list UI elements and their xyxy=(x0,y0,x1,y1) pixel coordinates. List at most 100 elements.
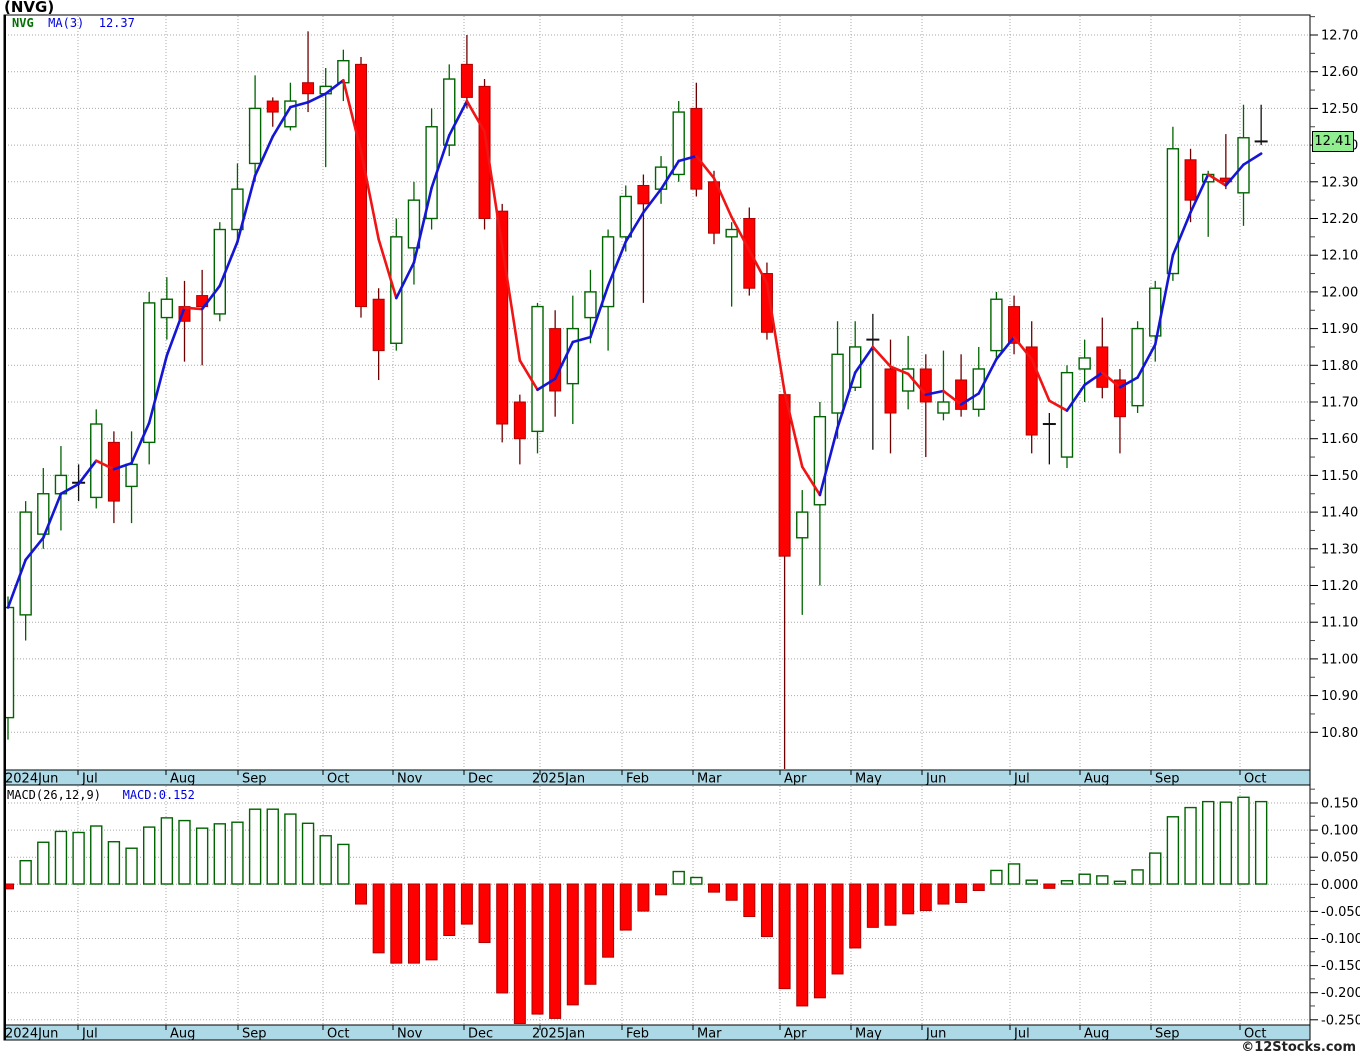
down-candle xyxy=(372,298,385,352)
macd-bar-negative xyxy=(655,883,668,896)
month-label: Jul xyxy=(1013,772,1030,787)
ma-line-segment xyxy=(24,536,45,562)
down-candle xyxy=(919,368,932,403)
up-candle xyxy=(142,302,156,444)
macd-bar-negative xyxy=(796,883,809,1007)
macd-axis-label: -0.250 xyxy=(1321,1013,1360,1028)
month-label: Aug xyxy=(170,772,195,787)
y-axis-label: 12.70 xyxy=(1321,29,1358,44)
ma-line-segment xyxy=(553,340,575,381)
ma-line-segment xyxy=(659,159,681,191)
month-label: Aug xyxy=(1084,1027,1109,1042)
macd-bar-negative xyxy=(460,883,473,925)
ma-line-segment xyxy=(730,215,751,252)
ma-line-segment xyxy=(871,345,892,368)
y-axis-label: 12.60 xyxy=(1321,65,1358,80)
down-candle xyxy=(460,63,473,98)
month-label: 2024Jun xyxy=(5,1027,58,1042)
ma-line-segment xyxy=(394,261,416,300)
up-candle xyxy=(725,228,738,238)
macd-axis-label: -0.200 xyxy=(1321,986,1360,1001)
ma-line-segment xyxy=(677,154,698,163)
ma-line-segment xyxy=(1101,371,1122,389)
ma-line-segment xyxy=(712,176,733,219)
macd-bar-positive xyxy=(90,825,103,885)
price-panel xyxy=(3,14,1311,771)
macd-bar-positive xyxy=(19,859,32,885)
macd-axis-label: 0.050 xyxy=(1321,851,1358,866)
macd-bar-negative xyxy=(496,883,509,994)
ma-line-segment xyxy=(642,187,663,214)
y-axis-label: 11.60 xyxy=(1321,432,1358,447)
macd-bar-negative xyxy=(443,883,456,936)
y-axis-label: 11.20 xyxy=(1321,579,1358,594)
ma-line-segment xyxy=(412,186,433,264)
y-axis-label: 12.20 xyxy=(1321,212,1358,227)
page-title: (NVG) xyxy=(4,0,55,16)
ma-line-segment xyxy=(147,354,169,425)
y-axis-label: 11.10 xyxy=(1321,616,1358,631)
up-candle xyxy=(443,78,456,146)
ma-line-segment xyxy=(518,359,539,392)
month-label: Feb xyxy=(626,1027,649,1042)
ma-line-segment xyxy=(342,78,363,153)
macd-bar-positive xyxy=(1060,880,1074,885)
down-candle xyxy=(496,210,509,425)
ma-line-segment xyxy=(112,461,133,471)
ma-value: 12.37 xyxy=(98,16,135,30)
macd-bar-negative xyxy=(972,883,985,892)
ma-line-segment xyxy=(1189,173,1210,214)
macd-bar-negative xyxy=(355,883,367,905)
ma-line-segment xyxy=(695,154,716,180)
macd-bar-positive xyxy=(72,831,85,885)
ma-line-segment xyxy=(236,174,257,244)
month-label: Mar xyxy=(697,772,722,787)
ma-line-segment xyxy=(1206,173,1228,187)
month-label: Mar xyxy=(697,1027,722,1042)
macd-bar-negative xyxy=(513,883,526,1024)
month-label: May xyxy=(855,772,882,787)
macd-bar-positive xyxy=(1007,863,1021,885)
month-label: Nov xyxy=(397,772,423,787)
y-axis-label: 11.70 xyxy=(1321,396,1358,411)
ma-line-segment xyxy=(1136,343,1157,379)
month-label: Feb xyxy=(626,772,649,787)
ma-line-segment xyxy=(1242,152,1263,166)
up-candle xyxy=(231,188,244,231)
down-candle xyxy=(1184,159,1197,201)
ma-line-segment xyxy=(836,371,857,429)
macd-bar-negative xyxy=(602,883,615,958)
macd-bar-positive xyxy=(1166,816,1180,885)
up-candle xyxy=(125,463,138,488)
macd-bar-negative xyxy=(478,883,491,944)
up-candle xyxy=(213,228,227,315)
macd-bar-negative xyxy=(849,883,862,949)
y-axis-label: 12.30 xyxy=(1321,175,1358,190)
y-axis-label: 11.90 xyxy=(1321,322,1358,337)
macd-bar-positive xyxy=(37,841,50,885)
ma-line-segment xyxy=(94,459,116,471)
month-label: 2025Jan xyxy=(532,1027,585,1042)
macd-bar-negative xyxy=(902,883,915,915)
macd-bar-negative xyxy=(813,883,826,999)
up-candle xyxy=(566,327,579,385)
macd-bar-positive xyxy=(1254,800,1268,885)
macd-legend: MACD(26,12,9) MACD:0.152 xyxy=(7,788,195,802)
macd-axis-label: -0.050 xyxy=(1321,905,1360,920)
macd-bar-negative xyxy=(637,883,650,912)
macd-bar-positive xyxy=(284,813,297,885)
month-label: Oct xyxy=(327,1027,349,1042)
month-label: Nov xyxy=(397,1027,423,1042)
macd-bar-negative xyxy=(919,883,932,912)
macd-bar-positive xyxy=(337,843,350,885)
ma-line-segment xyxy=(536,377,557,392)
macd-bar-negative xyxy=(407,883,420,964)
macd-axis-label: -0.100 xyxy=(1321,932,1360,947)
ma-line-segment xyxy=(1153,253,1175,346)
up-candle xyxy=(672,111,685,176)
down-candle xyxy=(690,107,703,190)
y-axis-label: 11.00 xyxy=(1321,652,1358,667)
up-candle xyxy=(813,415,827,506)
macd-bar-positive xyxy=(1219,801,1233,885)
